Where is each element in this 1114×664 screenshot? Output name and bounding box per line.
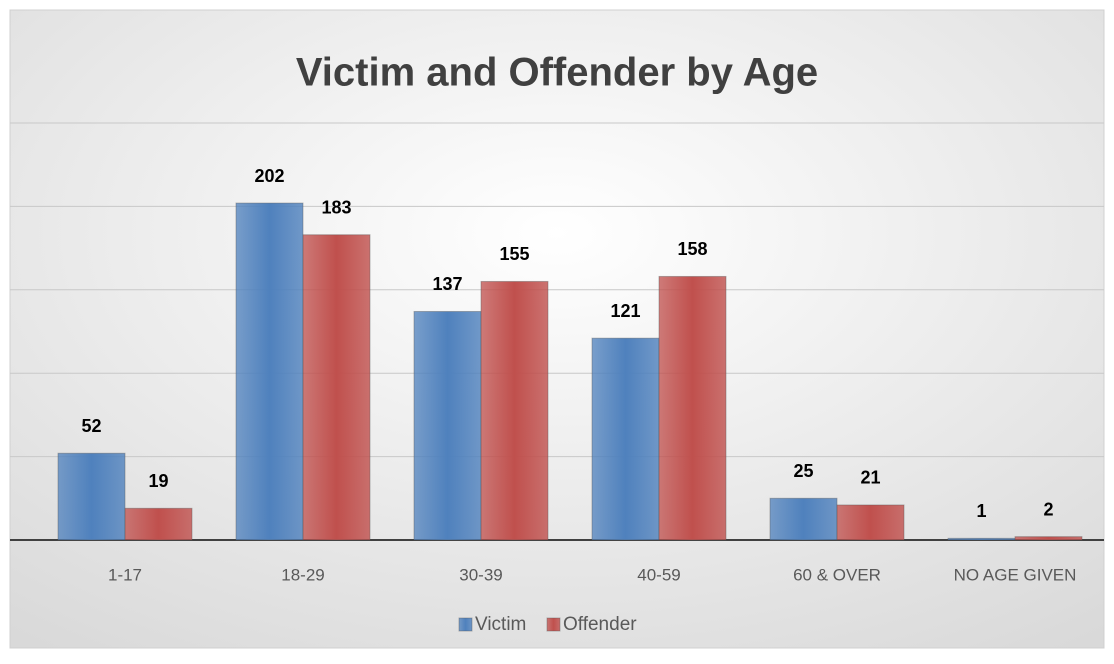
value-label: 1 [976, 501, 986, 521]
bar [124, 507, 193, 541]
value-label: 25 [793, 461, 813, 481]
x-tick-label: 18-29 [281, 565, 324, 584]
value-label: 2 [1043, 499, 1053, 519]
legend-label: Offender [563, 614, 637, 635]
chart-background [9, 9, 1105, 649]
bar [947, 537, 1016, 541]
x-tick-label: 40-59 [637, 565, 680, 584]
value-label: 158 [677, 239, 707, 259]
legend-swatch [458, 617, 473, 632]
legend-label: Victim [475, 614, 526, 635]
bar [769, 497, 838, 541]
x-tick-label: 60 & OVER [793, 565, 881, 584]
bar [480, 280, 549, 541]
bar [302, 234, 371, 541]
bar [836, 504, 905, 541]
x-tick-label: 1-17 [108, 565, 142, 584]
chart-title: Victim and Offender by Age [296, 51, 818, 95]
bar [57, 452, 126, 541]
bar [591, 337, 660, 541]
bar [1014, 536, 1083, 541]
bar [413, 310, 482, 541]
legend-swatch [546, 617, 561, 632]
bar [658, 275, 727, 541]
x-tick-label: NO AGE GIVEN [954, 565, 1077, 584]
value-label: 52 [81, 416, 101, 436]
value-label: 121 [610, 301, 640, 321]
value-label: 19 [148, 471, 168, 491]
bar [235, 202, 304, 541]
value-label: 137 [432, 274, 462, 294]
x-tick-label: 30-39 [459, 565, 502, 584]
value-label: 202 [254, 166, 284, 186]
value-label: 21 [860, 468, 880, 488]
value-label: 155 [499, 244, 529, 264]
value-label: 183 [321, 198, 351, 218]
